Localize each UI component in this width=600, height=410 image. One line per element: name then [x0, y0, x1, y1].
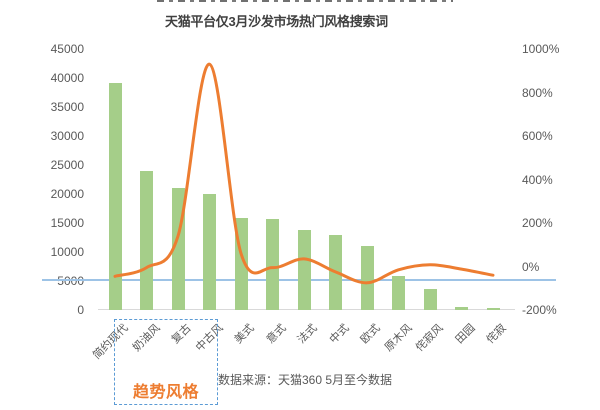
left-axis-tick-label: 20000 [50, 187, 84, 201]
x-axis-category-label: 原木风 [382, 322, 415, 354]
left-axis-tick-label: 15000 [50, 216, 84, 230]
left-axis-tick-label: 40000 [50, 71, 84, 85]
chart-title: 天猫平台仅3月沙发市场热门风格搜索词 [165, 14, 388, 29]
left-axis-tick-label: 35000 [50, 100, 84, 114]
bar [297, 229, 311, 310]
left-axis-tick-label: 10000 [50, 245, 84, 259]
data-source-note: 数据来源：天猫360 5月至今数据 [217, 373, 393, 387]
left-axis-tick-label: 25000 [50, 158, 84, 172]
x-axis-category-label: 中式 [327, 322, 352, 347]
bar [203, 194, 216, 310]
right-axis-tick-label: -200% [522, 303, 557, 317]
x-axis-category-label: 田园 [453, 322, 478, 347]
right-axis-tick-label: 200% [522, 216, 553, 230]
right-axis-tick-label: 800% [522, 85, 553, 100]
left-axis-tick-label: 45000 [50, 42, 84, 56]
bar [329, 234, 342, 310]
bar [171, 188, 185, 310]
right-axis-tick-label: 1000% [522, 42, 560, 56]
bar [392, 275, 405, 310]
bar [455, 307, 468, 310]
right-axis-tick-label: 600% [522, 129, 553, 143]
left-axis-tick-label: 5000 [57, 274, 84, 288]
right-axis-tick-label: 400% [522, 172, 553, 187]
bar [108, 82, 122, 310]
x-axis-category-label: 侘寂风 [413, 322, 446, 354]
bar [486, 307, 500, 310]
trend-highlight-box: 趋势风格 [114, 319, 218, 405]
left-axis-tick-label: 0 [77, 303, 84, 317]
bar [266, 218, 279, 310]
right-axis-tick-label: 0% [522, 259, 540, 274]
bar [140, 170, 153, 310]
trend-label: 趋势风格 [132, 384, 199, 401]
x-axis-category-label: 意式 [264, 322, 289, 347]
x-axis-category-label: 法式 [295, 322, 320, 347]
bar [423, 289, 437, 310]
bar [234, 218, 248, 310]
bar [360, 246, 374, 310]
x-axis-category-label: 侘寂 [484, 322, 509, 347]
cropped-text-artifact [157, 0, 453, 2]
x-axis-category-label: 美式 [232, 322, 257, 347]
left-axis-tick-label: 30000 [50, 129, 84, 143]
